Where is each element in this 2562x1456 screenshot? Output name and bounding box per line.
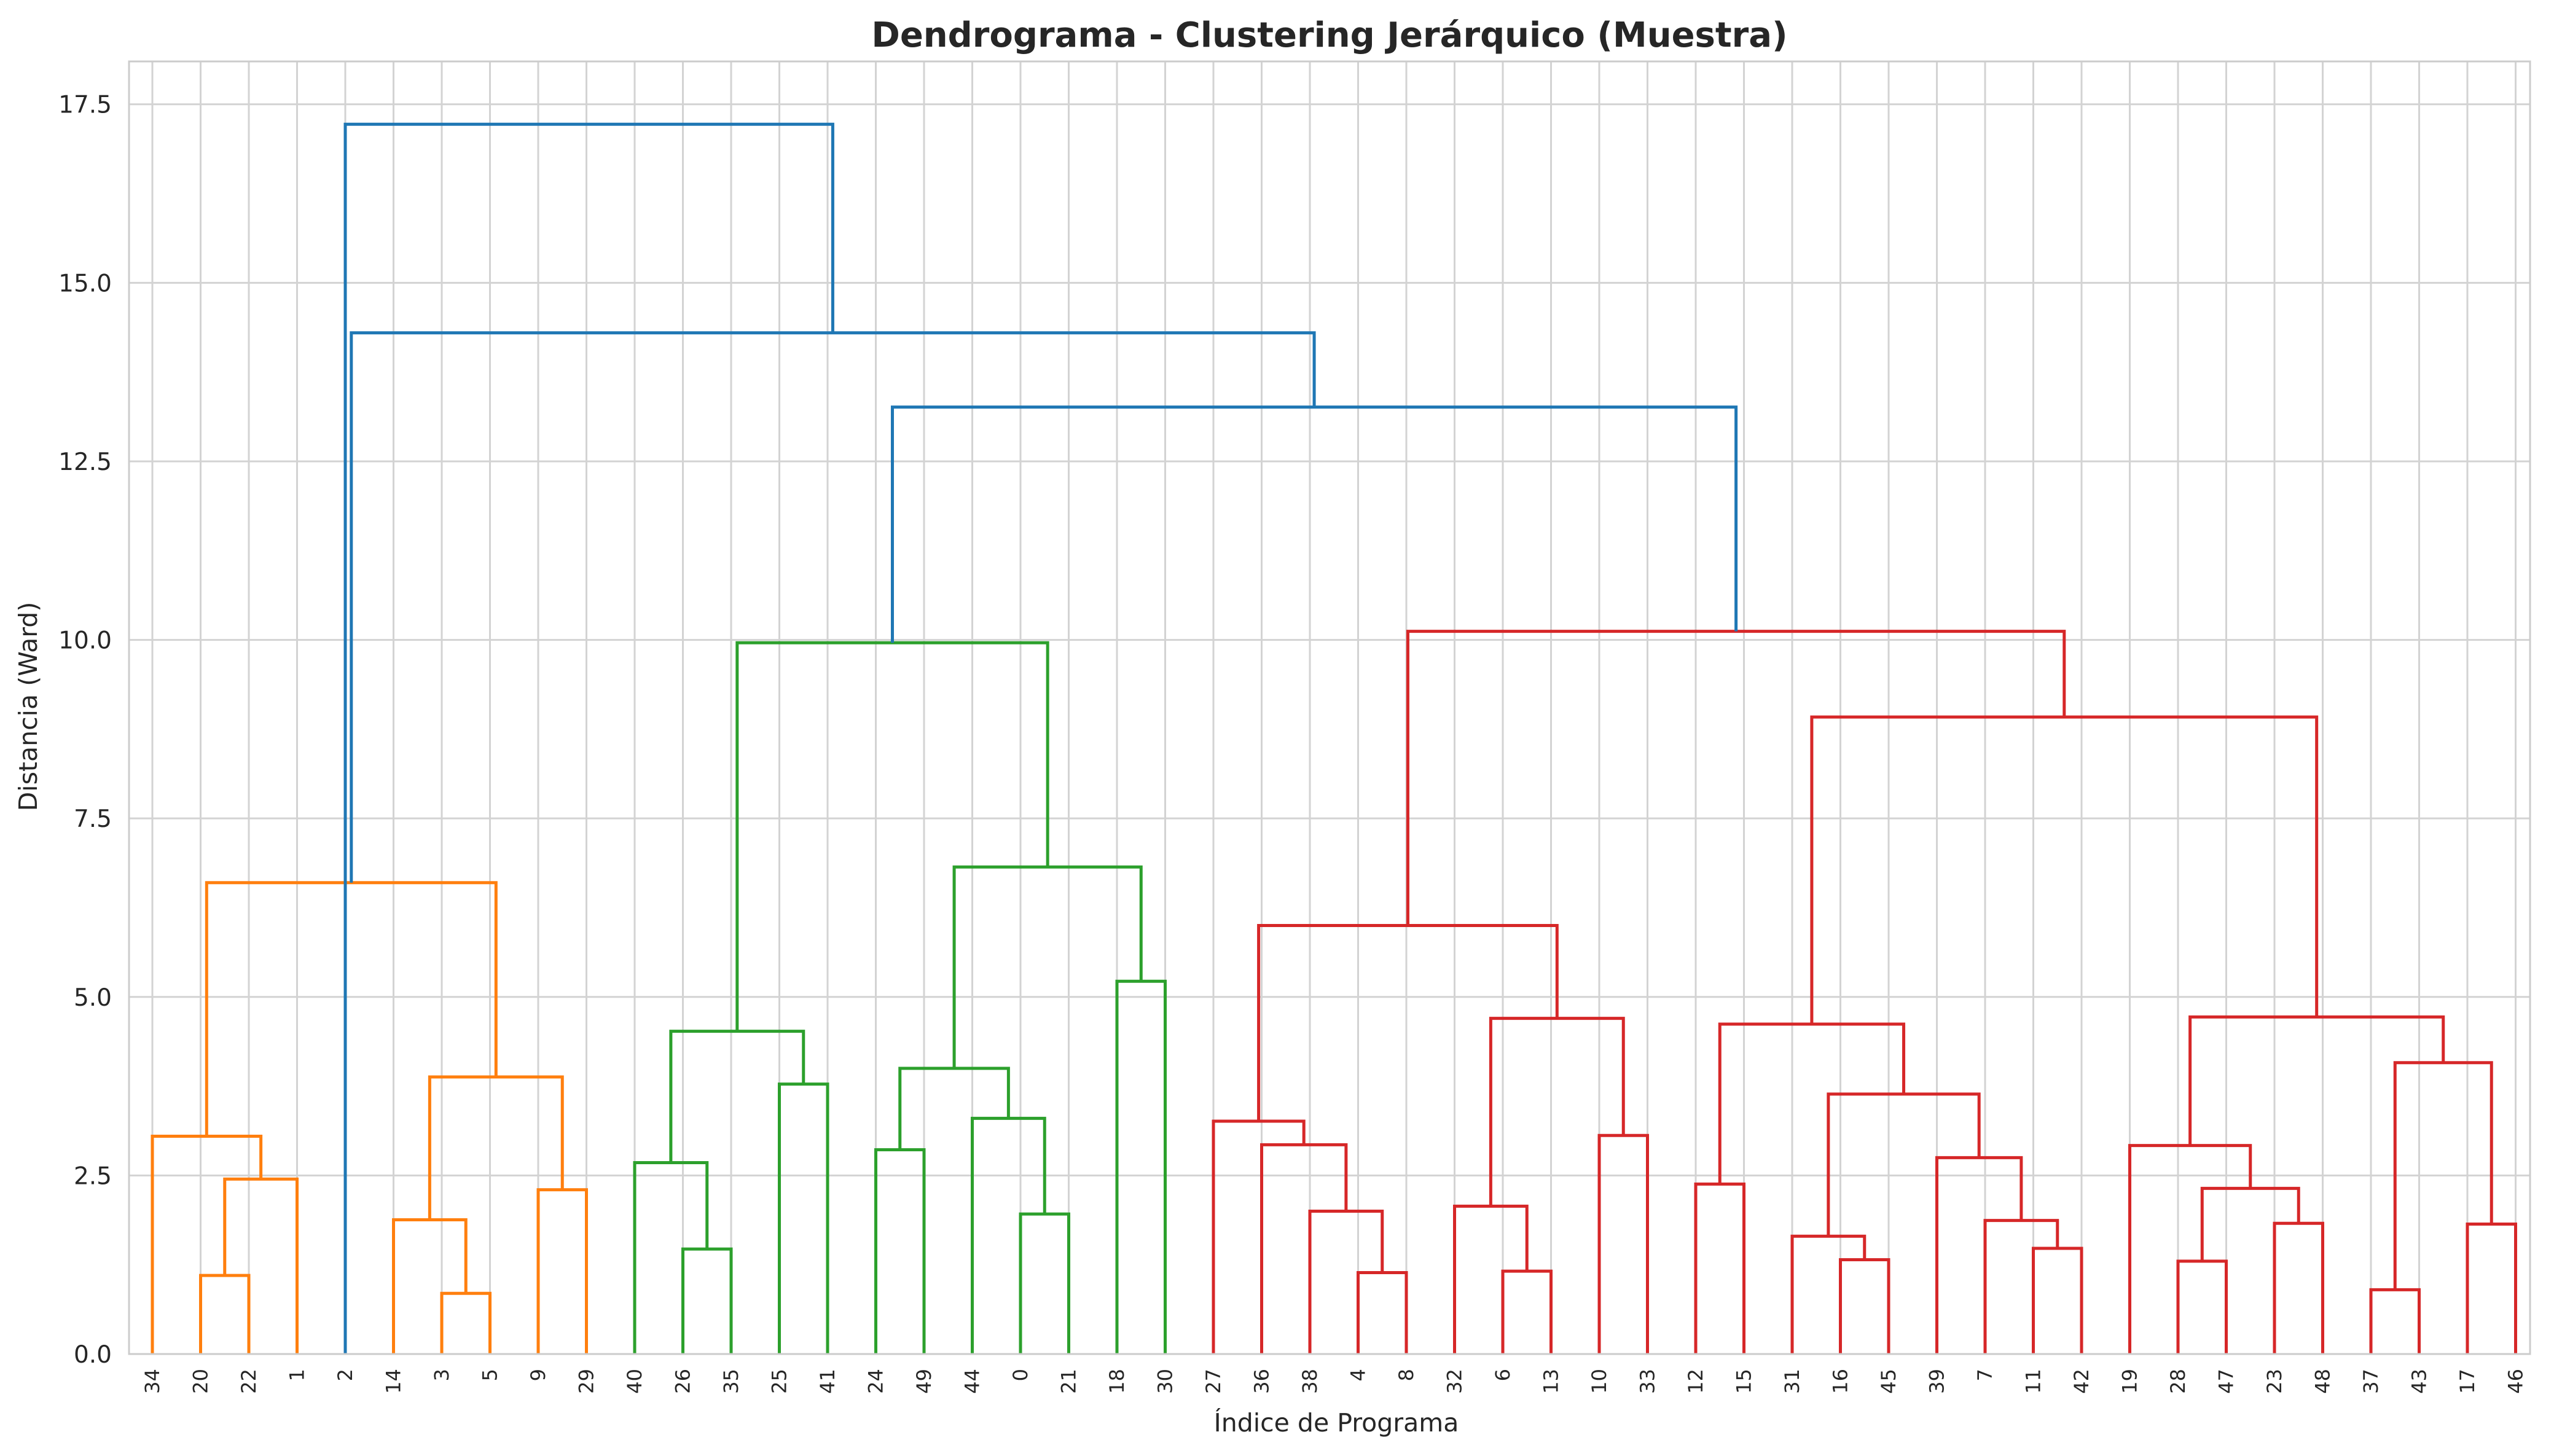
x-tick-label: 40 (623, 1369, 646, 1394)
x-tick-label: 17 (2456, 1369, 2479, 1394)
x-tick-label: 30 (1154, 1369, 1177, 1394)
x-tick-label: 47 (2215, 1369, 2238, 1394)
x-tick-label: 18 (1105, 1369, 1129, 1394)
x-tick-label: 45 (1877, 1369, 1900, 1394)
x-tick-label: 27 (1202, 1369, 1225, 1394)
x-tick-label: 33 (1636, 1369, 1659, 1394)
x-tick-label: 32 (1443, 1369, 1467, 1394)
x-tick-label: 19 (2118, 1369, 2142, 1394)
x-axis-label: Índice de Programa (1214, 1408, 1459, 1438)
x-tick-label: 46 (2504, 1369, 2528, 1394)
x-tick-label: 31 (1780, 1369, 1804, 1394)
y-tick-label: 15.0 (58, 270, 112, 297)
x-tick-label: 20 (189, 1369, 213, 1394)
x-tick-label: 49 (912, 1369, 936, 1394)
x-tick-label: 22 (237, 1369, 261, 1394)
x-tick-label: 2 (334, 1369, 357, 1381)
x-tick-label: 3 (430, 1369, 453, 1381)
y-tick-label: 7.5 (74, 805, 112, 833)
x-tick-label: 36 (1250, 1369, 1274, 1394)
x-tick-label: 14 (382, 1369, 405, 1394)
x-tick-label: 1 (286, 1369, 309, 1381)
x-tick-label: 13 (1540, 1369, 1563, 1394)
x-tick-label: 28 (2166, 1369, 2190, 1394)
x-tick-label: 29 (575, 1369, 598, 1394)
y-tick-label: 10.0 (58, 627, 112, 655)
x-tick-label: 8 (1395, 1369, 1418, 1381)
x-tick-label: 9 (527, 1369, 550, 1381)
x-tick-label: 48 (2311, 1369, 2335, 1394)
x-tick-label: 37 (2359, 1369, 2383, 1394)
grid (129, 61, 2530, 1355)
y-axis-label: Distancia (Ward) (14, 602, 43, 812)
y-tick-label: 0.0 (74, 1341, 112, 1369)
x-tick-label: 34 (141, 1369, 164, 1394)
x-tick-label: 5 (479, 1369, 502, 1381)
dendrogram-links (151, 122, 2517, 1354)
x-tick-label: 10 (1588, 1369, 1611, 1394)
x-tick-label: 12 (1684, 1369, 1707, 1394)
x-tick-label: 7 (1973, 1369, 1997, 1381)
x-tick-label: 41 (816, 1369, 839, 1394)
y-tick-label: 12.5 (58, 448, 112, 476)
x-tick-label: 16 (1829, 1369, 1852, 1394)
x-tick-label: 15 (1733, 1369, 1756, 1394)
x-tick-label: 24 (864, 1369, 888, 1394)
x-tick-label: 25 (768, 1369, 791, 1394)
x-tick-label: 4 (1347, 1369, 1370, 1381)
x-tick-label: 38 (1298, 1369, 1322, 1394)
y-tick-label: 2.5 (74, 1162, 112, 1190)
x-tick-label: 43 (2408, 1369, 2431, 1394)
y-tick-label: 5.0 (74, 984, 112, 1012)
x-tick-label: 23 (2263, 1369, 2286, 1394)
x-tick-label: 39 (1925, 1369, 1949, 1394)
x-tick-label: 11 (2022, 1369, 2045, 1394)
x-tick-label: 35 (719, 1369, 743, 1394)
y-tick-label: 17.5 (58, 92, 112, 119)
plot-frame (128, 60, 2531, 1355)
x-tick-label: 21 (1057, 1369, 1081, 1394)
x-tick-label: 44 (961, 1369, 984, 1394)
axes: 0.02.55.07.510.012.515.017.534 20 22 1 2 14 3 5… (58, 60, 2531, 1394)
x-tick-label: 0 (1009, 1369, 1032, 1381)
x-tick-label: 6 (1491, 1369, 1514, 1381)
x-tick-label: 26 (672, 1369, 695, 1394)
dendrogram-link (343, 122, 834, 1354)
chart-title: Dendrograma - Clustering Jerárquico (Mue… (871, 15, 1787, 55)
x-tick-label: 42 (2070, 1369, 2093, 1394)
